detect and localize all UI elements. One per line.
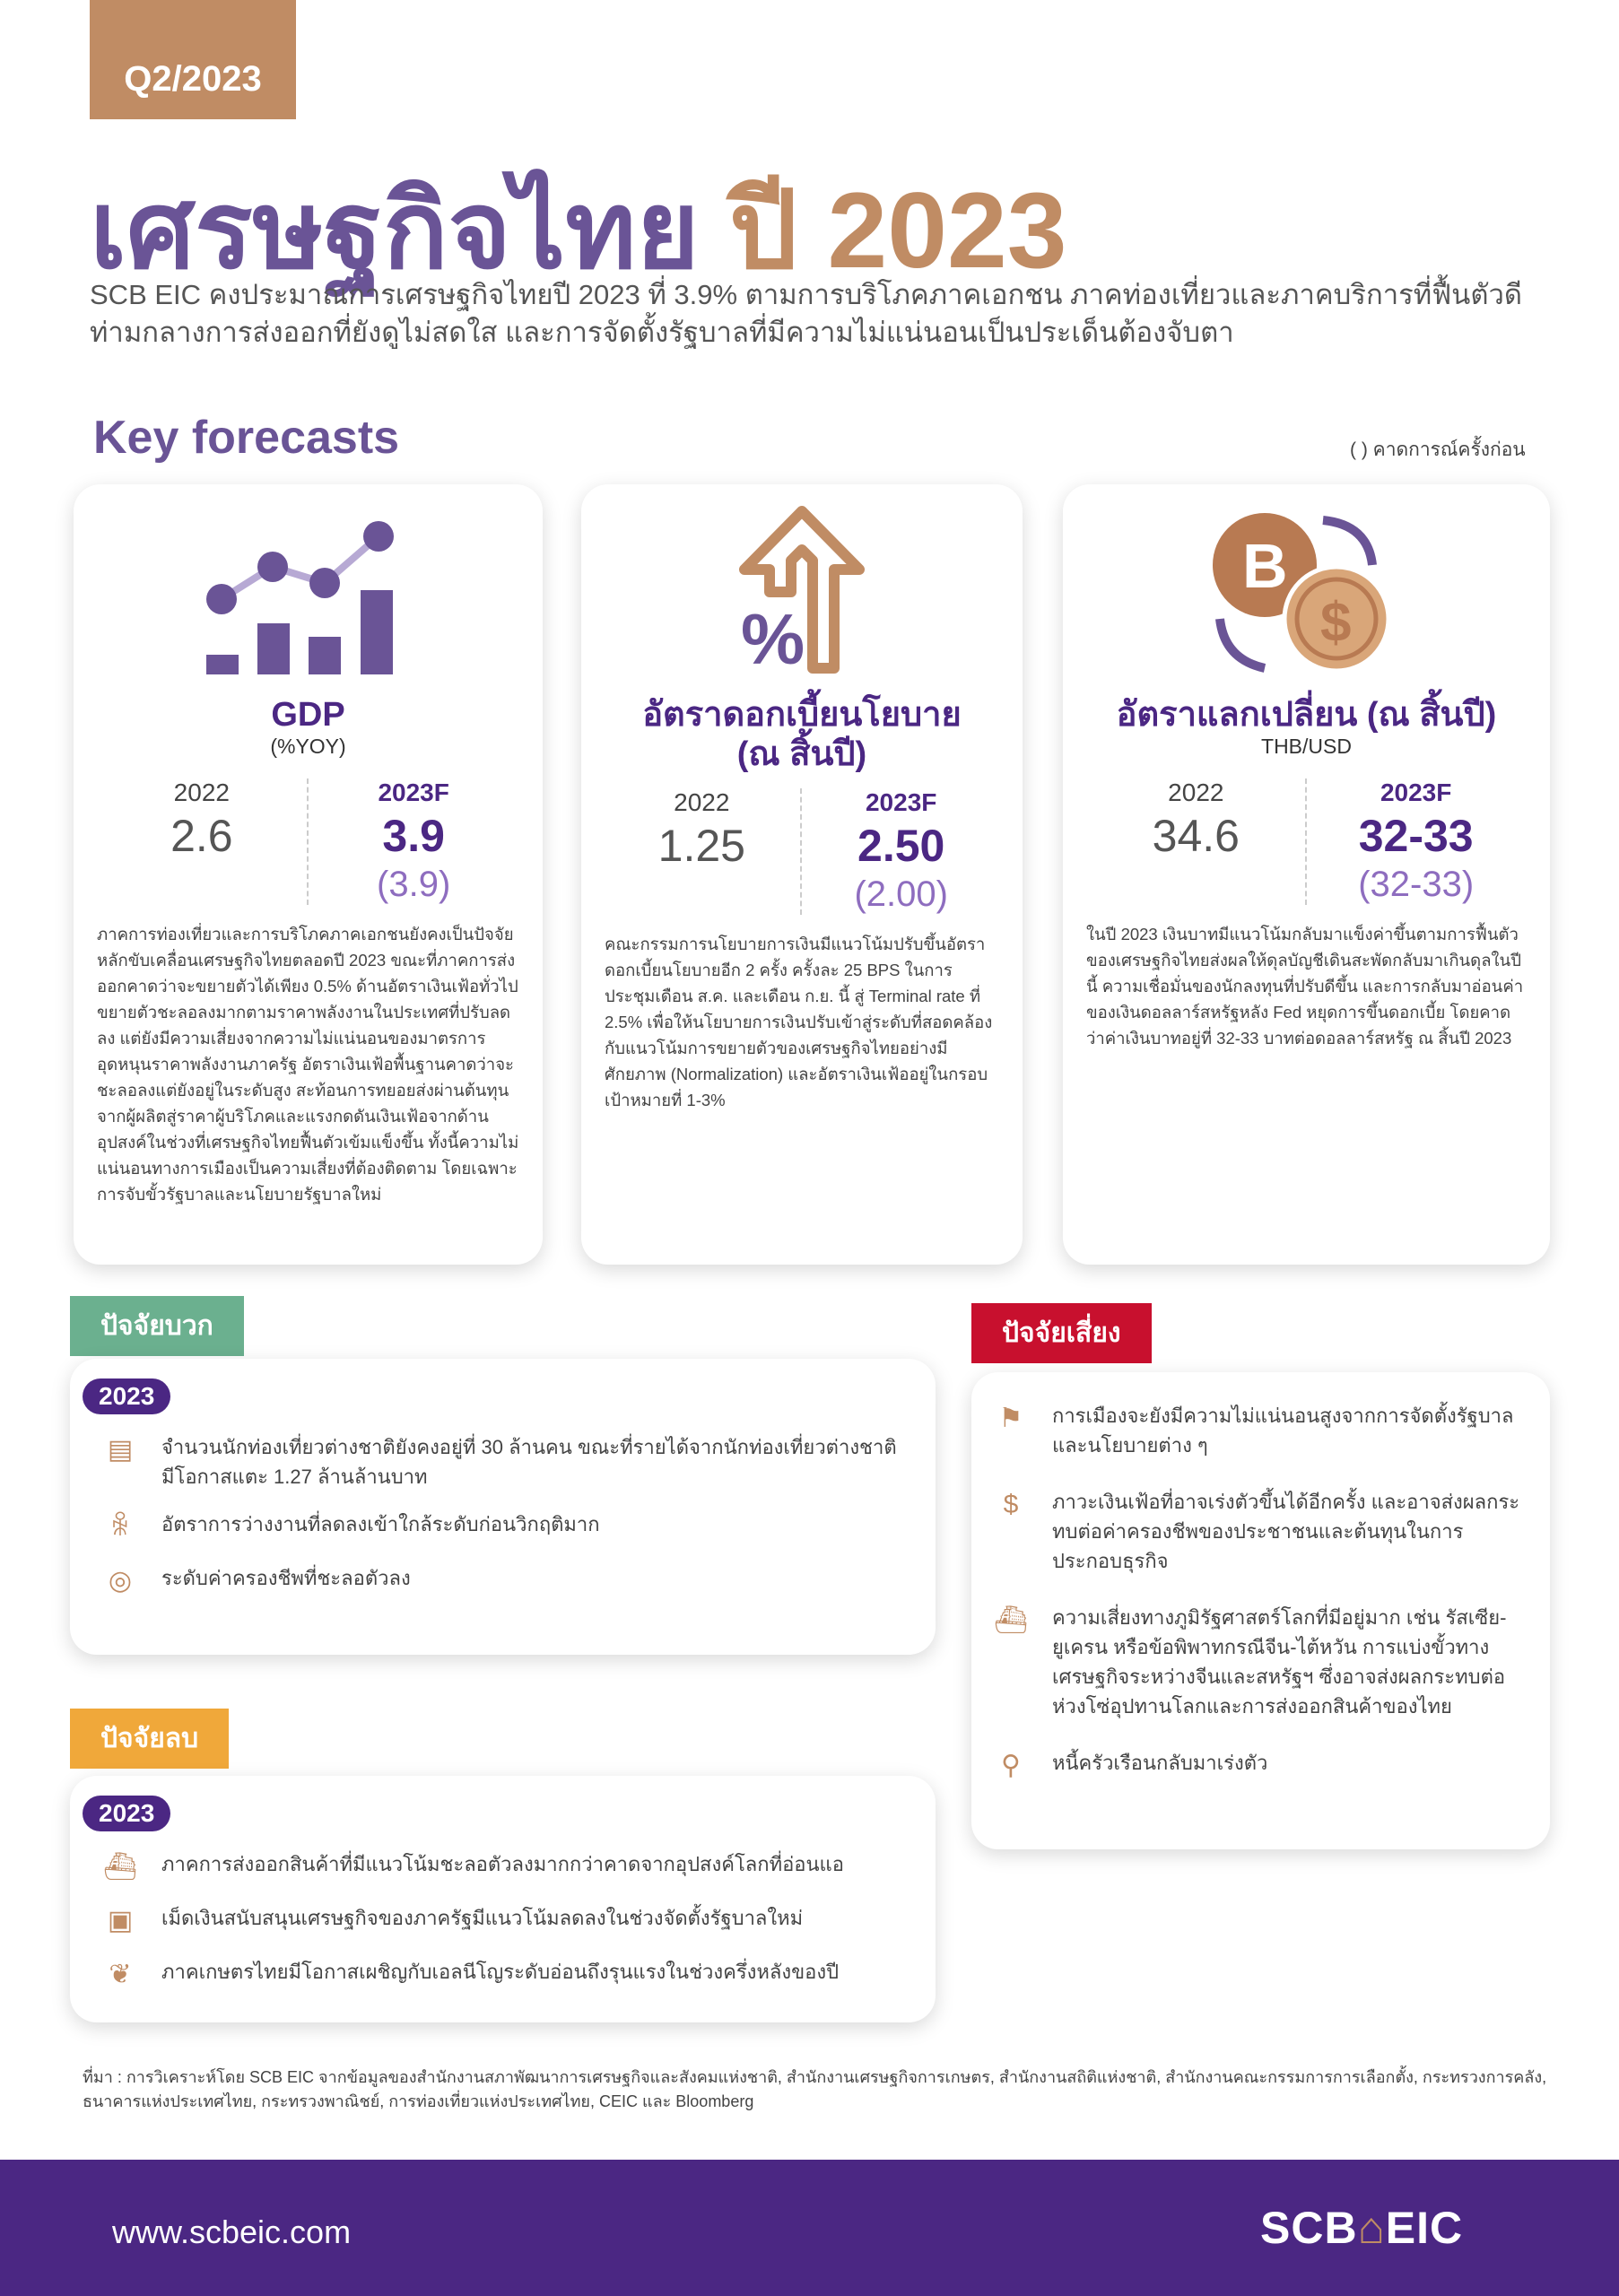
money-hand-icon: $ (1003, 1490, 1019, 1519)
list-item: จำนวนนักท่องเที่ยวต่างชาติยังคงอยู่ที่ 3… (161, 1436, 897, 1488)
list-item: การเมืองจะยังมีความไม่แน่นอนสูงจากการจัด… (1052, 1405, 1514, 1457)
list-item: เม็ดเงินสนับสนุนเศรษฐกิจของภาครัฐมีแนวโน… (161, 1907, 804, 1929)
quarter-badge: Q2/2023 (90, 0, 296, 119)
card-title: อัตราแลกเปลี่ยน (ณ สิ้นปี) (1116, 696, 1497, 734)
card-unit: THB/USD (1261, 735, 1352, 758)
value-2023f: 2.50 (857, 821, 945, 871)
ship-icon: ⛴ (993, 1605, 1029, 1635)
svg-text:B: B (1242, 531, 1288, 601)
positive-factors-tag: ปัจจัยบวก (70, 1296, 244, 1356)
forecast-year-label: 2023F (865, 788, 937, 816)
list-item: ภาคเกษตรไทยมีโอกาสเผชิญกับเอลนีโญระดับอ่… (161, 1961, 840, 1983)
card-title: GDP (271, 696, 345, 734)
source-note: ที่มา : การวิเคราะห์โดย SCB EIC จากข้อมู… (83, 2068, 1547, 2110)
list-item: ระดับค่าครองชีพที่ชะลอตัวลง (161, 1567, 411, 1589)
negative-factors-box: 2023 ⛴ ภาคการส่งออกสินค้าที่มีแนวโน้มชะลอ… (70, 1776, 936, 2022)
title-main: เศรษฐกิจไทย (90, 170, 700, 291)
card-description: ในปี 2023 เงินบาทมีแนวโน้มกลับมาแข็งค่าข… (1086, 925, 1524, 1048)
list-item: อัตราการว่างงานที่ลดลงเข้าใกล้ระดับก่อนว… (161, 1513, 600, 1535)
forecast-card-exchange-rate: B $ อัตราแลกเปลี่ยน (ณ สิ้นปี) THB/USD 2… (1063, 484, 1550, 1265)
coins-icon: ◎ (108, 1566, 133, 1596)
currency-exchange-icon: B $ (1213, 513, 1391, 674)
svg-text:%: % (741, 599, 805, 679)
previous-forecast: (2.00) (854, 874, 948, 914)
subtitle: SCB EIC คงประมาณการเศรษฐกิจไทยปี 2023 ที… (90, 279, 1523, 348)
key-forecasts-heading: Key forecasts (93, 412, 400, 464)
bar-chart-icon (206, 521, 394, 674)
negative-factors-tag: ปัจจัยลบ (70, 1709, 230, 1769)
scb-eic-logo: SCB⌂EIC (1260, 2203, 1464, 2253)
svg-text:$: $ (1320, 592, 1351, 654)
card-description: คณะกรรมการนโยบายการเงินมีแนวโน้มปรับขึ้น… (605, 935, 993, 1109)
card-title: อัตราดอกเบี้ยนโยบาย (ณ สิ้นปี) (642, 696, 962, 773)
year-label: 2022 (674, 788, 730, 816)
percent-arrow-up-icon: % (739, 506, 865, 679)
year-label: 2022 (173, 778, 230, 806)
plant-icon: ❦ (109, 1960, 132, 1989)
risk-factors-tag: ปัจจัยเสี่ยง (971, 1303, 1152, 1363)
people-icon: ꆜ (109, 1512, 131, 1542)
card-unit: (%YOY) (270, 735, 346, 758)
list-item: ภาคการส่งออกสินค้าที่มีแนวโน้มชะลอตัวลงม… (161, 1853, 844, 1875)
year-pill: 2023 (83, 1378, 171, 1414)
title-year: ปี 2023 (729, 170, 1067, 291)
forecast-year-label: 2023F (378, 778, 449, 806)
debt-bag-icon: ⚲ (1001, 1751, 1021, 1780)
page-title: เศรษฐกิจไทย ปี 2023 (90, 144, 1067, 315)
forecast-year-label: 2023F (1380, 778, 1452, 806)
forecast-card-gdp: GDP (%YOY) 2022 2.6 2023F 3.9 (3.9) ภาคการท… (74, 484, 543, 1265)
value-2022: 1.25 (657, 821, 745, 871)
previous-forecast-legend: ( ) คาดการณ์ครั้งก่อน (1350, 439, 1526, 460)
money-check-icon: ▣ (107, 1906, 134, 1935)
value-2022: 34.6 (1152, 811, 1240, 861)
previous-forecast: (32-33) (1358, 865, 1475, 904)
value-2023f: 32-33 (1358, 811, 1474, 861)
positive-factors-box: 2023 ▤ จำนวนนักท่องเที่ยวต่างชาติยังคงอยู… (70, 1359, 936, 1655)
website-link[interactable]: www.scbeic.com (112, 2213, 352, 2250)
risk-factors-box: ⚑ การเมืองจะยังมีความไม่แน่นอนสูงจากการจั… (971, 1372, 1550, 1849)
footer-bar (0, 2160, 1619, 2296)
list-item: ความเสี่ยงทางภูมิรัฐศาสตร์โลกที่มีอยู่มา… (1052, 1606, 1507, 1718)
list-item: หนี้ครัวเรือนกลับมาเร่งตัว (1052, 1752, 1268, 1774)
list-item: ภาวะเงินเฟ้อที่อาจเร่งตัวขึ้นได้อีกครั้ง… (1052, 1491, 1520, 1572)
cargo-ship-icon: ⛴ (102, 1852, 138, 1882)
year-pill: 2023 (83, 1796, 171, 1831)
year-label: 2022 (1168, 778, 1224, 806)
value-2022: 2.6 (170, 811, 233, 861)
value-2023f: 3.9 (382, 811, 445, 861)
previous-forecast: (3.9) (377, 865, 451, 904)
card-description: ภาคการท่องเที่ยวและการบริโภคภาคเอกชนยังค… (97, 925, 519, 1204)
protest-icon: ⚑ (998, 1404, 1023, 1433)
tourism-money-icon: ▤ (107, 1435, 134, 1465)
forecast-card-policy-rate: % อัตราดอกเบี้ยนโยบาย (ณ สิ้นปี) 2022 1.2… (581, 484, 1023, 1265)
